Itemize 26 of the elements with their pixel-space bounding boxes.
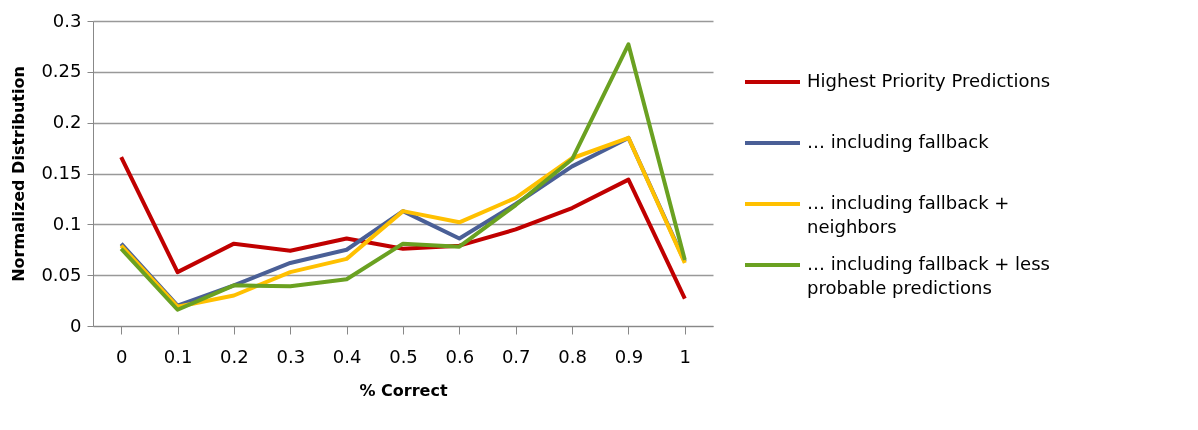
x-tick-label: 0.4 (332, 345, 362, 367)
x-tick-label: 0.1 (163, 345, 193, 367)
x-tick-label: 0.9 (614, 345, 644, 367)
y-tick-label: 0.15 (41, 162, 82, 183)
legend-label: … including fallback (807, 131, 990, 152)
x-tick-label: 0.8 (558, 345, 587, 367)
legend-label: … including fallback + less probable predictions (807, 253, 1050, 298)
line-series (119, 42, 687, 312)
x-axis-title: % Correct (359, 380, 448, 400)
y-tick-label: 0 (70, 314, 82, 336)
x-tick-label: 0.6 (445, 345, 475, 367)
y-tick-label: 0.25 (41, 60, 82, 82)
x-tick-label: 0.3 (276, 345, 306, 367)
x-tick-label: 0 (115, 345, 128, 367)
y-axis-title: Normalized Distribution (9, 66, 29, 282)
x-tick-label: 1 (679, 345, 692, 367)
x-tick-label: 0.2 (220, 345, 249, 367)
y-tick-label: 0.2 (52, 111, 82, 133)
legend-label: Highest Priority Predictions (807, 70, 1051, 91)
legend-label: … including fallback + neighbors (807, 192, 1010, 237)
y-tick-label: 0.3 (52, 9, 82, 31)
y-tick-label: 0.05 (41, 263, 82, 285)
x-tick-label: 0.7 (501, 345, 531, 367)
x-tick-label: 0.5 (389, 345, 418, 367)
y-tick-label: 0.1 (52, 212, 82, 234)
line-series (119, 155, 687, 301)
